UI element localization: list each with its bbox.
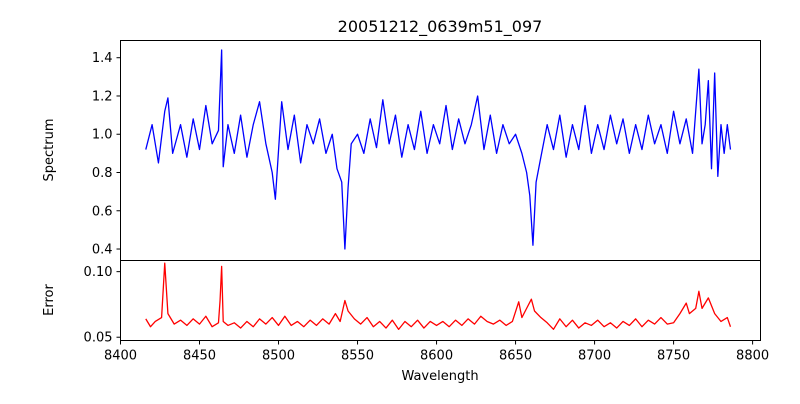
xtick-label: 8600 [420, 349, 453, 364]
xtick-label: 8650 [499, 349, 532, 364]
xtick-label: 8800 [736, 349, 769, 364]
chart-xlabel: Wavelength [401, 369, 478, 384]
spectrum-ytick-label: 1.0 [92, 128, 113, 143]
error-ytick-label: 0.05 [84, 331, 113, 346]
xtick-label: 8550 [341, 349, 374, 364]
xtick-label: 8450 [183, 349, 216, 364]
xtick-label: 8700 [578, 349, 611, 364]
error-series-line [145, 262, 732, 331]
spectrum-series-line [145, 49, 732, 250]
spectrum-panel: 0.4 0.6 0.8 1.0 1.2 1.4 Spectrum [42, 40, 761, 261]
spectrum-ytick-label: 0.6 [92, 204, 113, 219]
xtick-label: 8500 [262, 349, 295, 364]
error-ytick-label: 0.10 [84, 265, 113, 280]
error-ylabel: Error [42, 284, 57, 316]
chart-title: 20051212_0639m51_097 [338, 17, 543, 37]
error-panel: 0.05 0.10 8400 8450 8500 8550 8600 8650 8700 875… [42, 260, 769, 384]
spectrum-axes-frame [120, 40, 761, 261]
spectrum-ytick-label: 1.2 [92, 89, 113, 104]
spectrum-ytick-label: 0.4 [92, 243, 113, 258]
spectrum-ylabel: Spectrum [42, 119, 57, 182]
error-axes-frame [120, 260, 761, 341]
spectrum-ytick-label: 1.4 [92, 51, 113, 66]
xtick-label: 8750 [657, 349, 690, 364]
spectrum-ytick-label: 0.8 [92, 166, 113, 181]
xtick-label: 8400 [104, 349, 137, 364]
